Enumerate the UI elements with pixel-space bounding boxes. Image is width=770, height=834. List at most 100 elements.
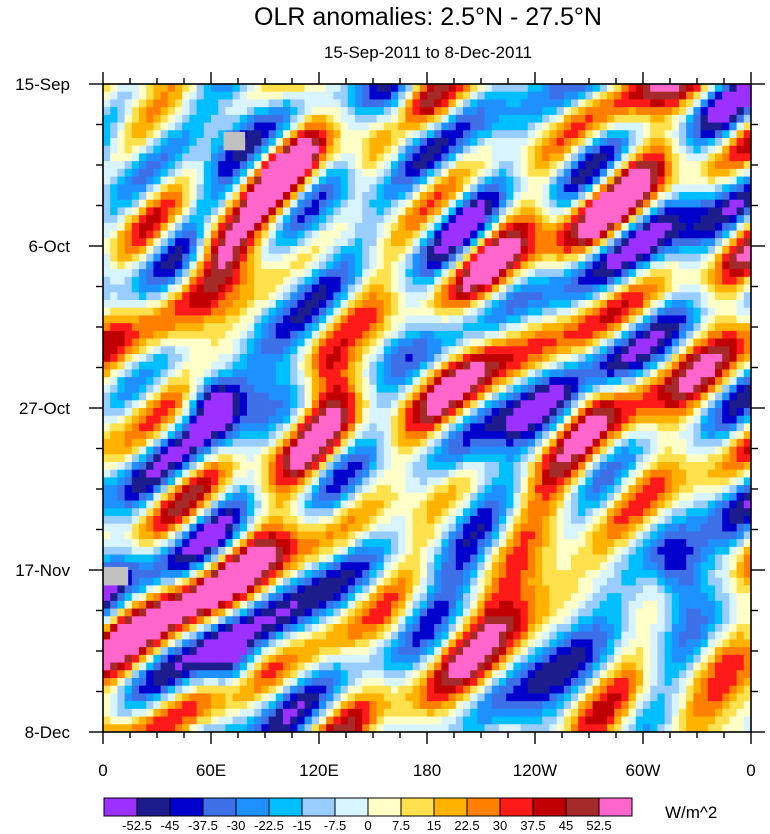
- field-cell: [398, 292, 406, 301]
- field-cell: [491, 269, 500, 278]
- field-cell: [383, 438, 392, 448]
- field-cell: [254, 392, 262, 401]
- field-cell: [477, 338, 486, 347]
- field-cell: [455, 184, 464, 193]
- field-cell: [167, 323, 176, 332]
- field-cell: [175, 346, 183, 355]
- field-cell: [391, 199, 399, 209]
- field-cell: [103, 230, 111, 239]
- field-cell: [607, 346, 615, 355]
- field-cell: [621, 261, 630, 270]
- field-cell: [499, 207, 507, 216]
- field-cell: [592, 400, 601, 409]
- field-cell: [527, 431, 536, 440]
- field-cell: [218, 415, 226, 425]
- field-cell: [362, 446, 370, 455]
- field-cell: [412, 338, 421, 347]
- field-cell: [419, 369, 428, 378]
- field-cell: [563, 122, 572, 131]
- field-cell: [211, 222, 219, 232]
- field-cell: [124, 330, 133, 340]
- field-cell: [247, 508, 255, 517]
- field-cell: [513, 446, 522, 455]
- field-cell: [650, 338, 658, 347]
- field-cell: [578, 276, 586, 286]
- field-cell: [117, 384, 126, 394]
- field-cell: [405, 477, 414, 486]
- field-cell: [621, 215, 630, 224]
- field-cell: [355, 315, 363, 324]
- field-cell: [405, 300, 414, 309]
- field-cell: [333, 508, 342, 517]
- field-cell: [383, 446, 392, 455]
- field-cell: [499, 114, 507, 124]
- field-cell: [254, 323, 262, 332]
- field-cell: [175, 269, 183, 278]
- field-cell: [592, 215, 601, 224]
- field-cell: [110, 492, 118, 502]
- field-cell: [643, 222, 651, 232]
- field-cell: [412, 323, 421, 332]
- field-cell: [535, 161, 543, 170]
- field-cell: [671, 215, 680, 224]
- field-cell: [139, 269, 147, 278]
- field-cell: [434, 184, 442, 193]
- field-cell: [477, 261, 486, 270]
- field-cell: [729, 338, 738, 347]
- field-cell: [693, 431, 702, 440]
- field-cell: [434, 138, 442, 147]
- field-cell: [556, 469, 565, 479]
- field-cell: [715, 199, 723, 209]
- field-cell: [182, 184, 190, 193]
- field-cell: [369, 423, 378, 432]
- field-cell: [160, 215, 169, 224]
- field-cell: [326, 415, 334, 425]
- field-cell: [693, 477, 702, 486]
- field-cell: [542, 84, 550, 93]
- field-cell: [585, 307, 594, 317]
- field-cell: [268, 84, 277, 93]
- field-cell: [707, 354, 716, 363]
- field-cell: [455, 446, 464, 455]
- field-cell: [297, 122, 306, 131]
- field-cell: [441, 408, 450, 417]
- field-cell: [556, 500, 565, 509]
- field-cell: [491, 307, 500, 317]
- field-cell: [311, 145, 320, 155]
- field-cell: [167, 354, 176, 363]
- field-cell: [283, 184, 291, 193]
- field-cell: [628, 361, 637, 371]
- field-cell: [427, 207, 435, 216]
- field-cell: [268, 253, 277, 263]
- field-cell: [218, 130, 226, 139]
- field-cell: [131, 107, 140, 116]
- field-cell: [167, 192, 176, 201]
- field-cell: [369, 431, 378, 440]
- field-cell: [513, 122, 522, 131]
- field-cell: [110, 84, 118, 93]
- field-cell: [182, 492, 190, 502]
- field-cell: [232, 354, 241, 363]
- field-cell: [679, 145, 687, 155]
- field-cell: [268, 307, 277, 317]
- field-cell: [592, 91, 601, 101]
- field-cell: [571, 338, 579, 347]
- field-cell: [657, 184, 666, 193]
- field-cell: [607, 230, 615, 239]
- field-cell: [535, 392, 543, 401]
- field-cell: [448, 415, 457, 425]
- field-cell: [657, 462, 666, 471]
- field-cell: [139, 369, 147, 378]
- field-cell: [657, 276, 666, 286]
- field-cell: [520, 377, 529, 386]
- field-cell: [499, 199, 507, 209]
- field-cell: [362, 207, 370, 216]
- field-cell: [477, 492, 486, 502]
- field-cell: [412, 354, 421, 363]
- field-cell: [477, 230, 486, 239]
- field-cell: [355, 122, 363, 131]
- field-cell: [383, 176, 392, 185]
- field-cell: [117, 138, 126, 147]
- field-cell: [715, 408, 723, 417]
- field-cell: [362, 276, 370, 286]
